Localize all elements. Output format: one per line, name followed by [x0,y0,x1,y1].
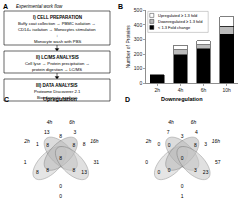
svg-text:Upregulated ≥ 1.3 fold: Upregulated ≥ 1.3 fold [158,13,197,18]
svg-text:3: 3 [204,141,207,147]
svg-text:B: B [118,3,123,10]
svg-text:6h: 6h [191,119,197,125]
svg-text:III) DATA ANALYSIS: III) DATA ANALYSIS [36,83,78,88]
svg-text:300: 300 [134,36,143,42]
svg-text:< 1.3 Fold change: < 1.3 Fold change [158,25,191,30]
svg-text:7: 7 [167,129,170,135]
svg-text:2h: 2h [155,87,161,93]
svg-text:8: 8 [194,142,197,148]
svg-text:0: 0 [59,183,62,189]
svg-text:4h: 4h [47,119,53,125]
svg-text:6h: 6h [201,87,207,93]
svg-text:1: 1 [24,159,27,165]
svg-text:8: 8 [83,141,86,147]
svg-text:0: 0 [145,159,148,165]
svg-text:3: 3 [194,167,197,173]
svg-text:Buffy coat collection → PBMC i: Buffy coat collection → PBMC isolation → [18,21,96,26]
svg-text:8: 8 [72,167,75,173]
svg-text:II) LC/MS ANALYSIS: II) LC/MS ANALYSIS [36,55,79,60]
svg-text:Monocyte wash with PBS: Monocyte wash with PBS [34,39,81,44]
svg-text:23: 23 [203,169,209,175]
svg-text:57: 57 [215,159,221,165]
svg-text:Downregulation: Downregulation [161,96,203,102]
svg-text:Proteome Discoverer 2.1: Proteome Discoverer 2.1 [34,89,81,94]
svg-text:31: 31 [94,159,100,165]
svg-text:6h: 6h [69,119,75,125]
svg-text:8: 8 [36,169,39,175]
svg-text:8: 8 [72,142,75,148]
svg-text:Number of Proteins: Number of Proteins [125,25,131,69]
svg-text:0: 0 [168,142,171,148]
svg-text:0: 0 [168,167,171,173]
svg-text:3: 3 [181,133,184,139]
svg-text:Experimental work flow: Experimental work flow [16,4,63,9]
svg-text:D: D [125,96,130,103]
svg-text:C: C [4,96,9,103]
svg-text:↓: ↓ [56,33,58,38]
svg-text:4h: 4h [168,119,174,125]
svg-text:Downregulated ≥ 1.3 fold: Downregulated ≥ 1.3 fold [158,19,202,24]
svg-text:8: 8 [59,133,62,139]
svg-text:0: 0 [139,80,142,86]
svg-text:Upregulation: Upregulation [43,96,78,102]
svg-text:200: 200 [134,51,143,57]
svg-text:I) CELL PREPARATION: I) CELL PREPARATION [33,15,82,20]
svg-text:13: 13 [44,129,50,135]
svg-text:8: 8 [46,167,49,173]
svg-text:500: 500 [134,7,143,13]
svg-text:16h: 16h [90,138,99,144]
svg-text:16h: 16h [212,138,221,144]
svg-text:CD14+ isolation → Monocytes st: CD14+ isolation → Monocytes stimulation [18,27,96,32]
svg-text:2h: 2h [145,138,152,144]
svg-text:Cell lyse → Protein precipitat: Cell lyse → Protein precipitation → [25,61,90,66]
svg-text:400: 400 [134,22,143,28]
svg-text:4: 4 [195,129,198,135]
svg-text:1: 1 [181,193,184,199]
svg-text:8: 8 [59,155,62,161]
svg-text:0: 0 [59,193,62,199]
svg-text:10h: 10h [222,87,231,93]
svg-text:A: A [3,3,8,10]
svg-text:13: 13 [81,169,87,175]
svg-text:0: 0 [157,141,160,147]
svg-text:1: 1 [36,141,39,147]
svg-text:2h: 2h [23,138,30,144]
svg-text:0: 0 [181,155,184,161]
svg-text:0: 0 [157,169,160,175]
svg-text:100: 100 [134,65,143,71]
svg-text:8: 8 [46,142,49,148]
svg-text:3: 3 [73,129,76,135]
svg-text:4h: 4h [178,87,184,93]
svg-text:protein digestion → LC/MS: protein digestion → LC/MS [32,67,82,72]
svg-text:Bioinformatic analysis: Bioinformatic analysis [37,95,78,100]
svg-text:0: 0 [181,183,184,189]
